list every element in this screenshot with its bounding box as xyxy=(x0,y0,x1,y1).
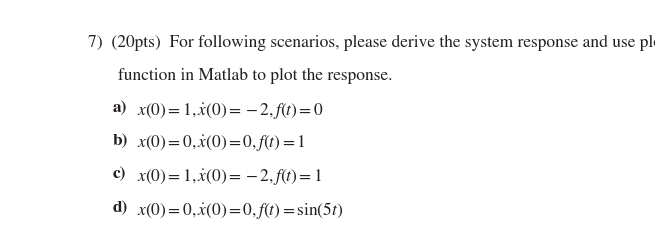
Text: 7)  (20pts)  For following scenarios, please derive the system response and use : 7) (20pts) For following scenarios, plea… xyxy=(88,35,655,51)
Text: c): c) xyxy=(113,167,126,181)
Text: b): b) xyxy=(113,133,128,148)
Text: $x(0)=1, \dot{x}(0)=-2, f(t)=1$: $x(0)=1, \dot{x}(0)=-2, f(t)=1$ xyxy=(137,167,322,187)
Text: $x(0)=0, \dot{x}(0)=0, f(t)=1$: $x(0)=0, \dot{x}(0)=0, f(t)=1$ xyxy=(137,133,305,154)
Text: $x(0)=1, \dot{x}(0)=-2, f(t)=0$: $x(0)=1, \dot{x}(0)=-2, f(t)=0$ xyxy=(137,101,324,121)
Text: function in Matlab to plot the response.: function in Matlab to plot the response. xyxy=(119,68,393,84)
Text: $x(0)=0, \dot{x}(0)=0, f(t)=\sin(5t)$: $x(0)=0, \dot{x}(0)=0, f(t)=\sin(5t)$ xyxy=(137,200,343,221)
Text: a): a) xyxy=(113,101,126,116)
Text: d): d) xyxy=(113,200,128,215)
